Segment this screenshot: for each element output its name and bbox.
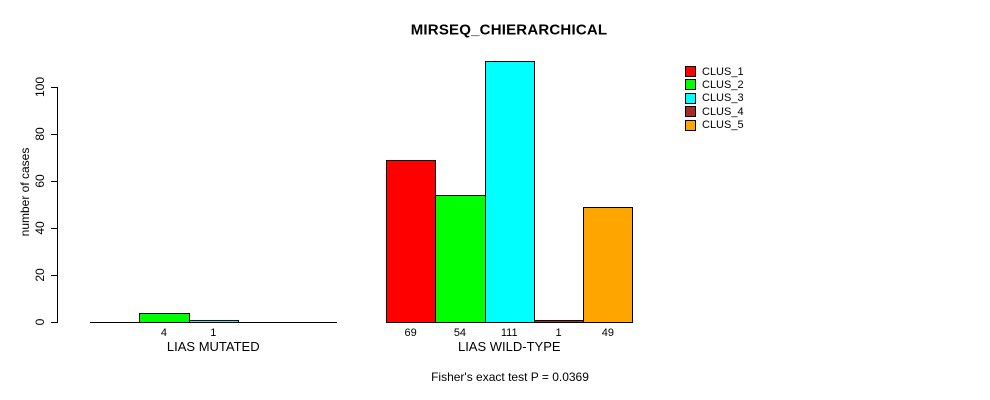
bar-value-label: 111 bbox=[500, 327, 518, 339]
bar-clus_4 bbox=[533, 319, 585, 323]
y-tick-label: 0 bbox=[33, 318, 47, 326]
legend-label: CLUS_1 bbox=[702, 65, 744, 78]
y-tick-label: 60 bbox=[33, 174, 47, 188]
y-axis-tick bbox=[51, 322, 57, 323]
bar-value-label: 4 bbox=[160, 327, 167, 339]
legend-label: CLUS_2 bbox=[702, 78, 744, 91]
bar-clus_3 bbox=[188, 319, 239, 323]
y-tick-label: 100 bbox=[33, 76, 47, 98]
legend-swatch-clus_5 bbox=[685, 119, 696, 131]
bar-value-label: 1 bbox=[210, 327, 217, 339]
y-axis-tick bbox=[51, 134, 57, 135]
bar-value-label: 54 bbox=[453, 327, 467, 339]
x-axis-group-label: LIAS WILD-TYPE bbox=[457, 339, 561, 354]
bar-value-label: 69 bbox=[404, 327, 417, 339]
bar-clus_1 bbox=[386, 159, 437, 323]
chart-title: MIRSEQ_CHIERARCHICAL bbox=[410, 21, 608, 39]
bar-clus_2 bbox=[435, 195, 486, 323]
y-axis-tick bbox=[51, 228, 57, 229]
y-axis-tick bbox=[51, 275, 57, 276]
legend-label: CLUS_5 bbox=[702, 119, 744, 132]
y-axis-tick bbox=[51, 181, 57, 182]
y-tick-label: 20 bbox=[33, 268, 47, 282]
y-tick-label: 40 bbox=[33, 221, 47, 235]
legend-label: CLUS_3 bbox=[702, 92, 744, 105]
legend-label: CLUS_4 bbox=[702, 105, 744, 118]
legend-swatch-clus_4 bbox=[685, 106, 696, 118]
legend-swatch-clus_1 bbox=[685, 66, 696, 77]
x-axis-group-label: LIAS MUTATED bbox=[166, 339, 260, 354]
bar-clus_3 bbox=[484, 61, 535, 323]
legend-swatch-clus_2 bbox=[685, 79, 696, 91]
y-axis-line bbox=[57, 87, 58, 323]
legend-swatch-clus_3 bbox=[685, 92, 696, 104]
bar-value-label: 1 bbox=[555, 327, 562, 339]
y-tick-label: 80 bbox=[33, 127, 47, 141]
y-axis-tick bbox=[51, 87, 57, 88]
bar-clus_2 bbox=[139, 312, 190, 323]
bar-clus_5 bbox=[583, 206, 634, 323]
caption-fisher-test: Fisher's exact test P = 0.0369 bbox=[431, 370, 589, 384]
bar-value-label: 49 bbox=[601, 327, 614, 339]
